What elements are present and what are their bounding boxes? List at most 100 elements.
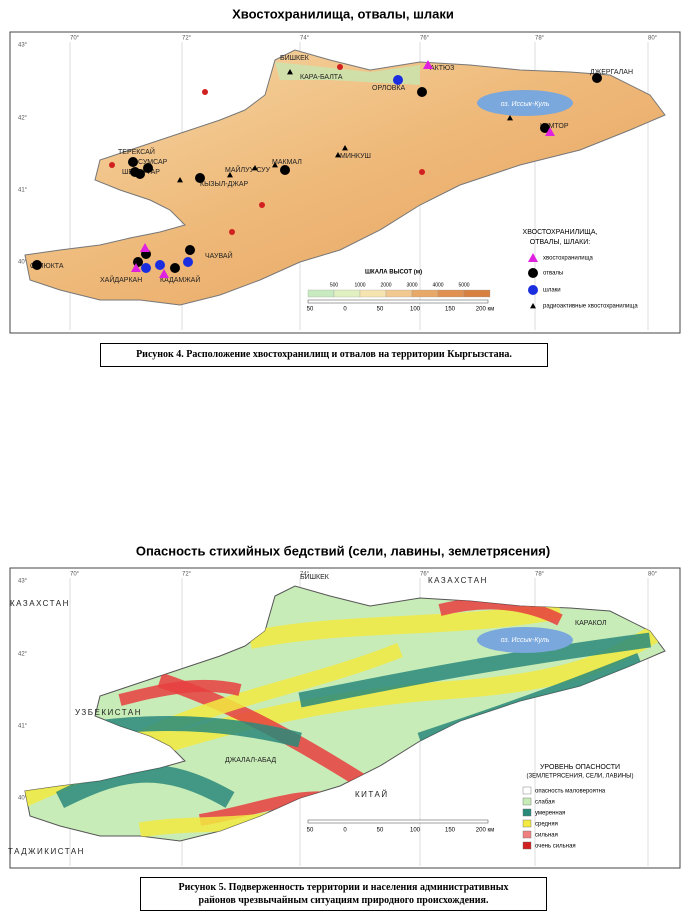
place-label: ДЖЕРГАЛАН (590, 69, 633, 76)
distance-tick: 150 (445, 828, 456, 834)
height-tick: 5000 (458, 282, 469, 288)
legend-swatch (528, 268, 538, 278)
place-label: МАЙЛУУ-СУУ (225, 165, 271, 174)
distance-tick: 50 (307, 828, 314, 834)
legend-title: ОТВАЛЫ, ШЛАКИ: (530, 239, 590, 246)
place-label: СУЛЮКТА (30, 263, 64, 270)
legend-label: сильная (535, 833, 558, 839)
tailings-marker (159, 269, 169, 278)
waste-dump-marker (592, 73, 602, 83)
legend-label: хвостохранилища (543, 256, 594, 262)
lake-label: оз. Иссык-Куль (501, 101, 550, 108)
country-label: ТАДЖИКИСТАН (8, 847, 85, 856)
waste-dump-marker (128, 157, 138, 167)
height-band (359, 289, 387, 298)
legend-label: очень сильная (535, 844, 576, 850)
figure-title: Хвостохранилища, отвалы, шлаки (232, 6, 454, 21)
legend-label: умеренная (535, 811, 565, 817)
height-tick: 500 (330, 282, 339, 288)
coordinate-label: 72° (182, 572, 192, 578)
hazard-band (248, 601, 562, 649)
height-tick: 1000 (354, 282, 365, 288)
hazard-band (298, 632, 651, 708)
place-label: МАКМАЛ (272, 159, 302, 166)
place-label: ТЕРЕКСАЙ (118, 147, 155, 156)
caption: Рисунок 5. Подверженность территории и н… (140, 877, 547, 911)
distance-tick: 0 (343, 828, 347, 834)
legend-swatch (522, 808, 532, 817)
coordinate-label: 80° (648, 36, 658, 42)
height-band (385, 289, 413, 298)
place-label: ДЖАЛАЛ-АБАД (225, 757, 276, 764)
waste-dump-marker (417, 87, 427, 97)
country-label: КАЗАХСТАН (428, 576, 488, 585)
radioactive-marker (227, 172, 233, 178)
scale-title: ШКАЛА ВЫСОТ (м) (365, 270, 422, 276)
slag-marker (183, 257, 193, 267)
place-label: СУМСАР (138, 159, 168, 166)
waste-dump-marker (170, 263, 180, 273)
legend-title: ХВОСТОХРАНИЛИЩА, (523, 229, 598, 236)
coordinate-label: 40° (18, 260, 28, 266)
distance-tick: 0 (343, 307, 347, 313)
coordinate-label: 41° (18, 188, 28, 194)
place-label: ХАЙДАРКАН (100, 275, 142, 284)
coordinate-label: 40° (18, 796, 28, 802)
legend-label: отвалы (543, 271, 563, 277)
coordinate-label: 42° (18, 652, 28, 658)
tailings-marker (423, 60, 433, 69)
red-marker (337, 64, 343, 70)
radioactive-marker (252, 165, 258, 171)
waste-dump-marker (195, 173, 205, 183)
hazard-band (118, 679, 242, 706)
place-label: ЧАУВАЙ (205, 251, 233, 260)
distance-tick: 200 км (476, 828, 494, 834)
coordinate-label: 42° (18, 116, 28, 122)
distance-tick: 100 (410, 828, 421, 834)
tailings-marker (131, 263, 141, 272)
lake (477, 627, 573, 653)
height-band (307, 289, 335, 298)
radioactive-marker (507, 115, 513, 121)
radioactive-marker (342, 145, 348, 151)
caption: Рисунок 4. Расположение хвостохранилищ и… (100, 343, 548, 367)
country-label: УЗБЕКИСТАН (75, 708, 142, 717)
hazard-band (55, 764, 235, 809)
legend-title: УРОВЕНЬ ОПАСНОСТИ (540, 764, 620, 771)
waste-dump-marker (185, 245, 195, 255)
legend-label: шлаки (543, 288, 561, 294)
waste-dump-marker (32, 260, 42, 270)
place-label: КАДАМЖАЙ (160, 275, 200, 284)
coordinate-label: 43° (18, 43, 28, 49)
legend-swatch (522, 841, 532, 850)
coordinate-label: 74° (300, 36, 310, 42)
height-band (463, 289, 491, 298)
radioactive-marker (287, 69, 293, 75)
place-label: БИШКЕК (300, 574, 330, 581)
lowland (275, 62, 420, 85)
coordinate-label: 76° (420, 572, 430, 578)
caption-line: районов чрезвычайным ситуациям природног… (198, 895, 489, 906)
legend-swatch (522, 819, 532, 828)
radioactive-marker (335, 152, 341, 158)
slag-marker (155, 260, 165, 270)
coordinate-label: 78° (535, 572, 545, 578)
red-marker (259, 202, 265, 208)
red-marker (229, 229, 235, 235)
height-band (437, 289, 465, 298)
distance-tick: 150 (445, 307, 456, 313)
tailings-marker (545, 127, 555, 136)
legend-swatch (522, 797, 532, 806)
tailings-marker (140, 243, 150, 252)
distance-bar (307, 819, 489, 824)
waste-dump-marker (135, 169, 145, 179)
legend-swatch (528, 285, 538, 295)
height-band (411, 289, 439, 298)
radioactive-marker (272, 162, 278, 168)
place-label: КАРА-БАЛТА (300, 74, 343, 81)
country-label: КИТАЙ (355, 790, 389, 799)
place-label: КЫЗЫЛ-ДЖАР (200, 181, 248, 188)
radioactive-marker (177, 177, 183, 183)
